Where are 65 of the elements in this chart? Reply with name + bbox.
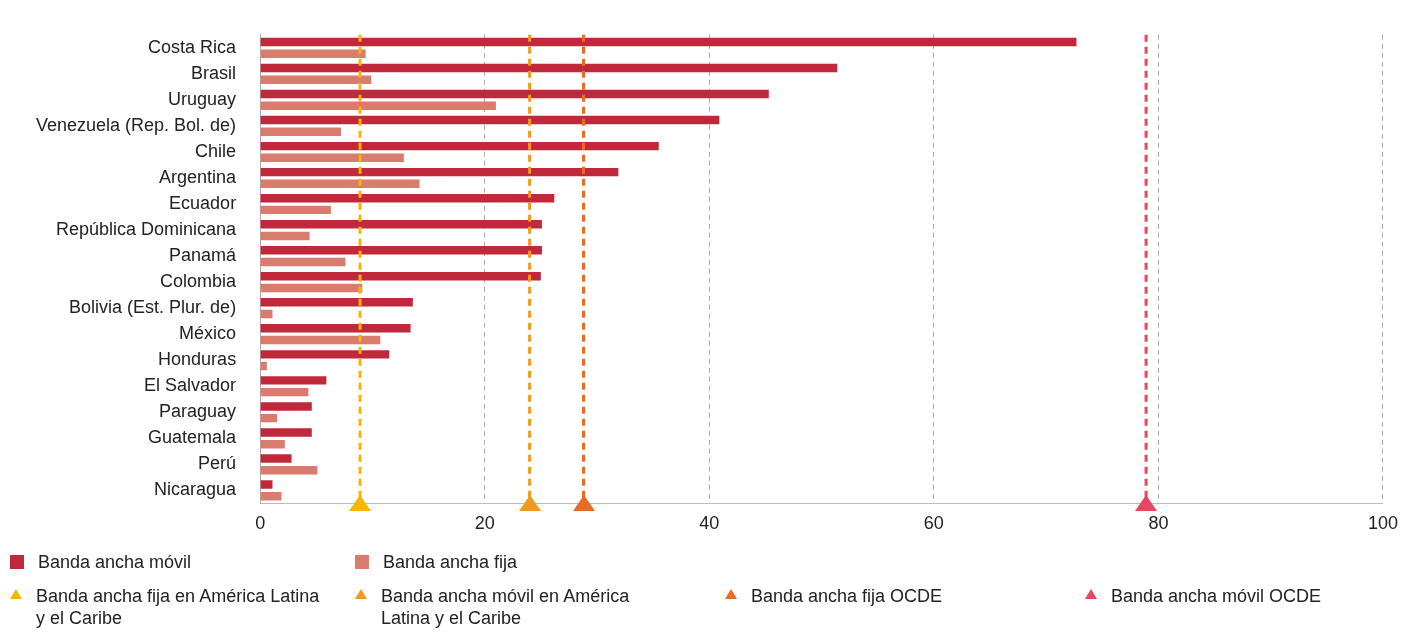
y-tick-label: Venezuela (Rep. Bol. de) <box>35 114 237 135</box>
bar <box>260 115 720 125</box>
bar <box>260 350 390 359</box>
legend-label: Banda ancha móvil OCDE <box>1111 585 1322 607</box>
bar <box>260 63 838 73</box>
y-tick-label: Guatemala <box>148 427 238 448</box>
bar <box>260 402 312 411</box>
legend-label: Banda ancha móvil en América Latina y el Caribe <box>381 585 631 629</box>
bar <box>260 153 404 163</box>
bar <box>260 465 318 475</box>
bar <box>260 376 327 385</box>
y-tick-label: El Salvador <box>144 375 237 396</box>
legend-label: Banda ancha móvil <box>38 552 192 573</box>
bar <box>260 439 285 449</box>
y-tick-label: Paraguay <box>159 401 237 422</box>
legend-label: Banda ancha fija <box>383 552 518 573</box>
y-tick-label: Panamá <box>169 245 238 266</box>
bar <box>260 246 542 255</box>
bar <box>260 193 555 203</box>
x-tick-label: 40 <box>699 513 720 534</box>
bar <box>260 492 282 501</box>
x-tick-label: 0 <box>255 513 266 534</box>
y-tick-label: Costa Rica <box>148 36 238 57</box>
bar <box>260 37 1077 47</box>
y-tick-label: Colombia <box>160 271 238 292</box>
bar <box>260 49 366 58</box>
x-tick-label: 80 <box>1148 513 1169 534</box>
bar <box>260 205 331 215</box>
bar <box>260 335 381 345</box>
y-tick-label: Chile <box>195 140 237 161</box>
bar <box>260 219 542 229</box>
x-tick-label: 60 <box>923 513 944 534</box>
y-tick-label: Nicaragua <box>154 479 238 500</box>
y-tick-label: Argentina <box>159 166 238 187</box>
legend-label: Banda ancha fija en América Latina y el Caribe <box>36 585 321 629</box>
y-tick-label: México <box>179 323 237 344</box>
bar <box>260 413 277 423</box>
x-tick-label: 20 <box>474 513 495 534</box>
bar <box>260 179 420 189</box>
legend-label: Banda ancha fija OCDE <box>751 585 943 607</box>
bar <box>260 283 363 293</box>
bar <box>260 127 341 136</box>
bar <box>260 454 292 463</box>
bar <box>260 101 496 110</box>
x-tick-label: 100 <box>1367 513 1399 534</box>
y-tick-label: Brasil <box>191 62 237 83</box>
bar <box>260 298 413 307</box>
bar <box>260 428 312 437</box>
bar <box>260 257 346 267</box>
bar <box>260 324 411 333</box>
bar <box>260 387 309 397</box>
y-tick-label: República Dominicana <box>56 219 238 240</box>
y-tick-label: Ecuador <box>169 192 237 213</box>
bar <box>260 272 541 281</box>
y-tick-label: Honduras <box>158 349 237 370</box>
bar <box>260 141 659 151</box>
y-tick-label: Bolivia (Est. Plur. de) <box>69 297 237 318</box>
y-tick-label: Perú <box>198 453 237 474</box>
bar <box>260 231 310 241</box>
bar <box>260 480 273 489</box>
bar <box>260 361 267 371</box>
bar <box>260 75 372 84</box>
y-tick-label: Uruguay <box>168 88 237 109</box>
bar <box>260 89 769 99</box>
bar <box>260 167 619 177</box>
